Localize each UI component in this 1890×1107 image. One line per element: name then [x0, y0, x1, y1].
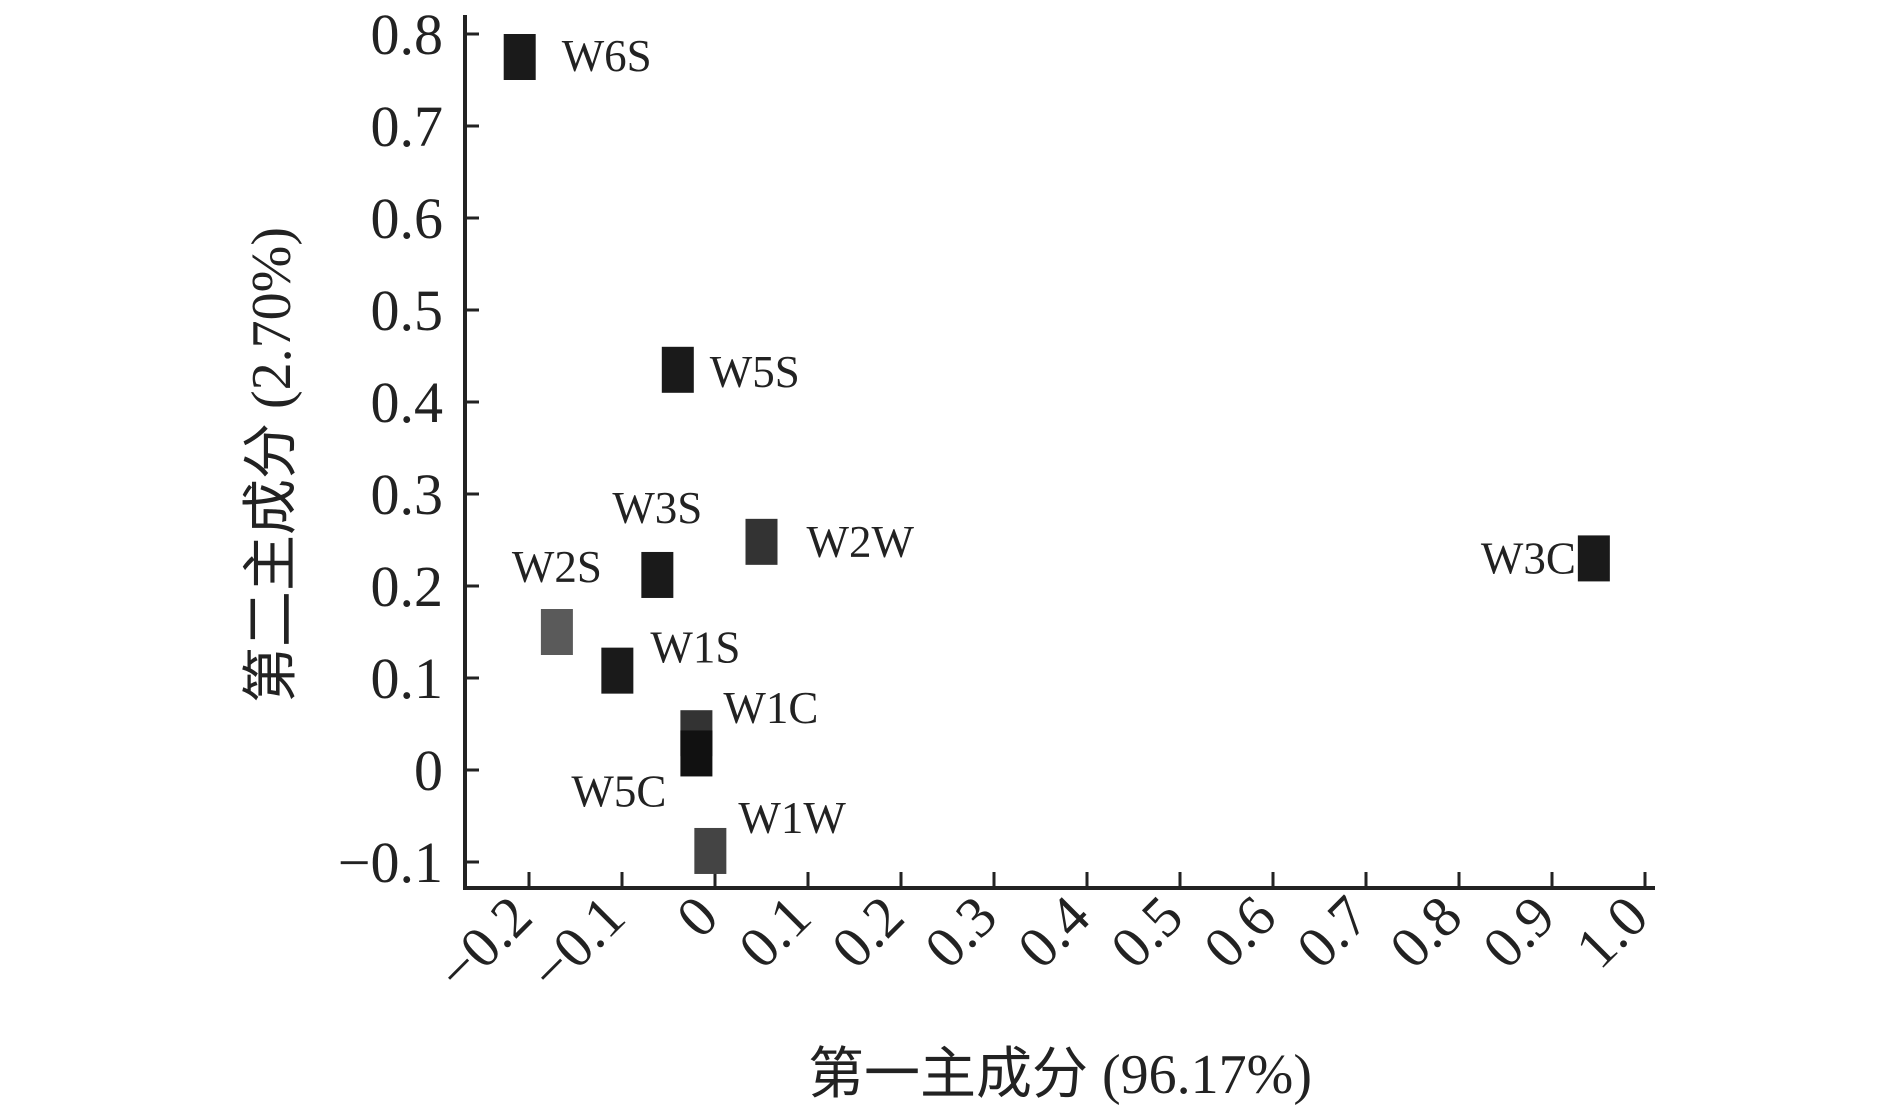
data-point — [1577, 535, 1610, 582]
y-tick-label: 0 — [414, 738, 443, 803]
y-tick-label: 0.7 — [371, 94, 444, 159]
x-tick-label: 0 — [664, 883, 730, 949]
x-tick-label: 0.8 — [1377, 883, 1474, 980]
data-point-label: W3S — [612, 483, 702, 533]
y-tick-label: 0.2 — [371, 554, 444, 619]
x-tick-label: 0.6 — [1191, 883, 1288, 980]
x-tick-label: 1.0 — [1563, 883, 1660, 980]
x-tick-label: 0.2 — [819, 883, 916, 980]
y-tick-label: −0.1 — [338, 830, 443, 895]
y-axis-title: 第二主成分 (2.70%) — [241, 227, 303, 703]
y-tick-label: 0.5 — [371, 278, 444, 343]
data-point-label: W3C — [1481, 533, 1576, 583]
data-point — [745, 518, 778, 565]
x-tick-label: 0.7 — [1284, 883, 1381, 980]
axes: −0.100.10.20.30.40.50.60.70.8−0.2−0.1 00.… — [338, 2, 1660, 1004]
x-tick-label: 0.5 — [1098, 883, 1195, 980]
data-point — [661, 346, 694, 393]
data-point — [503, 34, 536, 80]
x-axis-title: 第一主成分 (96.17%) — [808, 1044, 1312, 1106]
data-point — [641, 551, 674, 598]
data-point-label: W6S — [562, 31, 652, 81]
x-tick-label: 0.1 — [726, 883, 823, 980]
data-point — [601, 647, 634, 694]
x-tick-label: 0.4 — [1005, 883, 1102, 980]
y-tick-label: 0.4 — [371, 370, 444, 435]
y-tick-label: 0.8 — [371, 2, 444, 67]
data-point-label: W1S — [650, 623, 740, 673]
data-point — [540, 609, 573, 655]
data-points: W6S W5S W3S W2W W2S W1S W1C W5C W1W W3C — [503, 31, 1610, 874]
data-point — [694, 827, 727, 874]
data-point — [680, 730, 713, 777]
data-point-label: W1C — [723, 683, 818, 733]
data-point-label: W2S — [512, 542, 602, 592]
data-point-label: W5C — [571, 766, 666, 816]
x-tick-label: 0.3 — [912, 883, 1009, 980]
x-tick-label: 0.9 — [1470, 883, 1567, 980]
data-point-label: W1W — [738, 793, 846, 843]
x-tick-label: −0.2 — [424, 883, 544, 1003]
y-tick-label: 0.6 — [371, 186, 444, 251]
y-tick-label: 0.3 — [371, 462, 444, 527]
data-point-label: W2W — [807, 517, 915, 567]
data-point-label: W5S — [710, 347, 800, 397]
x-tick-label: −0.1 — [517, 883, 637, 1003]
y-tick-label: 0.1 — [371, 646, 444, 711]
